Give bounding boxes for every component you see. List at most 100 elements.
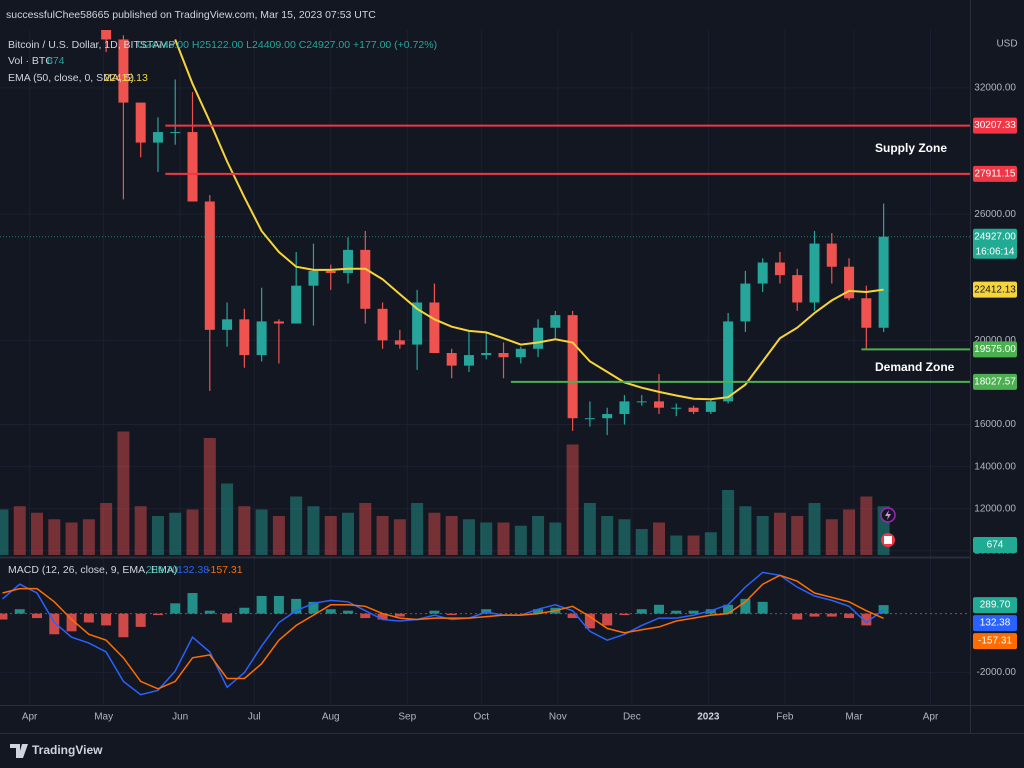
- y-tick-label: 12000.00: [974, 503, 1016, 514]
- macd-hist-value: 289.70: [146, 564, 178, 576]
- candle-body: [256, 321, 267, 356]
- macd-histogram-bar: [688, 610, 699, 614]
- ohlc: O24745.00 H25122.00 L24409.00 C24927.00 …: [137, 39, 437, 51]
- macd-histogram-bar: [671, 610, 682, 614]
- volume-bar: [843, 509, 856, 555]
- macd-histogram-bar: [325, 609, 336, 614]
- volume-bar: [722, 490, 735, 555]
- volume-bar: [773, 512, 786, 555]
- candle-body: [567, 315, 578, 419]
- ema-title: EMA (50, close, 0, SMA, 5): [8, 72, 134, 84]
- ema-badge: 22412.13: [974, 284, 1016, 295]
- signal-value: -157.31: [207, 564, 243, 576]
- countdown: 16:06:14: [976, 246, 1015, 257]
- last-price-badge-bg: [973, 228, 1017, 259]
- volume-bar: [480, 522, 493, 555]
- macd-badge-bg: [973, 633, 1017, 650]
- macd-line: [2, 571, 885, 696]
- volume-bar: [65, 522, 78, 555]
- ema-value: 22412.13: [104, 72, 148, 84]
- ema-badge-bg: [973, 281, 1017, 298]
- candle-body: [463, 355, 474, 366]
- candle-body: [740, 283, 751, 322]
- macd-histogram-bar: [239, 607, 250, 614]
- volume-bar: [238, 506, 251, 555]
- x-tick-label: May: [94, 712, 113, 723]
- volume-bar: [514, 525, 527, 555]
- candle-body: [671, 407, 682, 409]
- candle-body: [550, 315, 561, 328]
- volume-bar: [532, 516, 545, 555]
- macd-histogram-bar: [584, 613, 595, 629]
- volume-bar: [393, 519, 406, 555]
- macd-histogram-bar: [256, 595, 267, 614]
- level-badge: 18027.57: [974, 377, 1016, 388]
- candle-body: [429, 302, 440, 353]
- volume-bar: [221, 483, 234, 555]
- y-tick-label: 32000.00: [974, 83, 1016, 94]
- ema-line: [174, 39, 884, 401]
- candle-body: [584, 418, 595, 420]
- volume-bar: [117, 431, 130, 555]
- volume-bar: [601, 516, 614, 555]
- level-badge: 27911.15: [975, 169, 1016, 180]
- y-tick-label: 14000.00: [974, 461, 1016, 472]
- volume-bar: [307, 506, 320, 555]
- candle-body: [135, 102, 146, 143]
- macd-histogram-bar: [66, 613, 77, 632]
- volume-bar: [704, 532, 717, 555]
- candle-body: [515, 348, 526, 358]
- macd-histogram-bar: [222, 613, 233, 623]
- level-badge-bg: [973, 373, 1017, 390]
- macd-histogram-bar: [0, 613, 8, 620]
- x-tick-label: Apr: [923, 712, 939, 723]
- macd-histogram-bar: [429, 610, 440, 614]
- volume-bar: [618, 519, 631, 555]
- macd-histogram-bar: [619, 613, 630, 616]
- level-badge-bg: [973, 341, 1017, 358]
- volume-pane: [0, 431, 890, 555]
- flag-icon-inner: [884, 536, 892, 544]
- macd-histogram-bar: [757, 601, 768, 614]
- volume-bar: [428, 512, 441, 555]
- candle-body: [498, 352, 509, 358]
- level-badge: 19575.00: [974, 344, 1016, 355]
- volume-bar: [342, 512, 355, 555]
- volume-badge: 674: [987, 540, 1004, 551]
- candle-body: [360, 249, 371, 309]
- macd-histogram-bar: [32, 613, 43, 619]
- x-tick-label: Jul: [248, 712, 261, 723]
- volume-bar: [756, 516, 769, 555]
- event-icon-bolt: [885, 510, 891, 520]
- volume-bar: [255, 509, 268, 555]
- volume-bar: [100, 503, 113, 555]
- candle-body: [187, 132, 198, 202]
- candle-body: [861, 298, 872, 328]
- volume-bar: [635, 529, 648, 555]
- volume-bar: [445, 516, 458, 555]
- volume-bar: [825, 519, 838, 555]
- grid: [0, 30, 970, 705]
- macd-histogram-bar: [394, 613, 405, 617]
- candle-body: [412, 302, 423, 345]
- candle-body: [204, 201, 215, 330]
- brand: TradingView: [32, 743, 103, 757]
- volume-bar: [48, 519, 61, 555]
- volume-bar: [203, 438, 216, 555]
- volume-bar: [169, 512, 182, 555]
- volume-bar: [860, 496, 873, 555]
- volume-bar: [272, 516, 285, 555]
- x-tick-label: Nov: [549, 712, 567, 723]
- candle-body: [222, 319, 233, 330]
- macd-histogram-bar: [291, 598, 302, 614]
- volume-badge-bg: [973, 537, 1017, 553]
- candle-body: [170, 132, 181, 134]
- candle-body: [308, 270, 319, 286]
- macd-histogram-bar: [602, 613, 613, 626]
- candle-body: [757, 262, 768, 284]
- level-badge-bg: [973, 165, 1017, 182]
- volume-bar: [290, 496, 303, 555]
- candle-body: [291, 285, 302, 324]
- macd-histogram-bar: [101, 613, 112, 626]
- y-tick-label: 16000.00: [974, 419, 1016, 430]
